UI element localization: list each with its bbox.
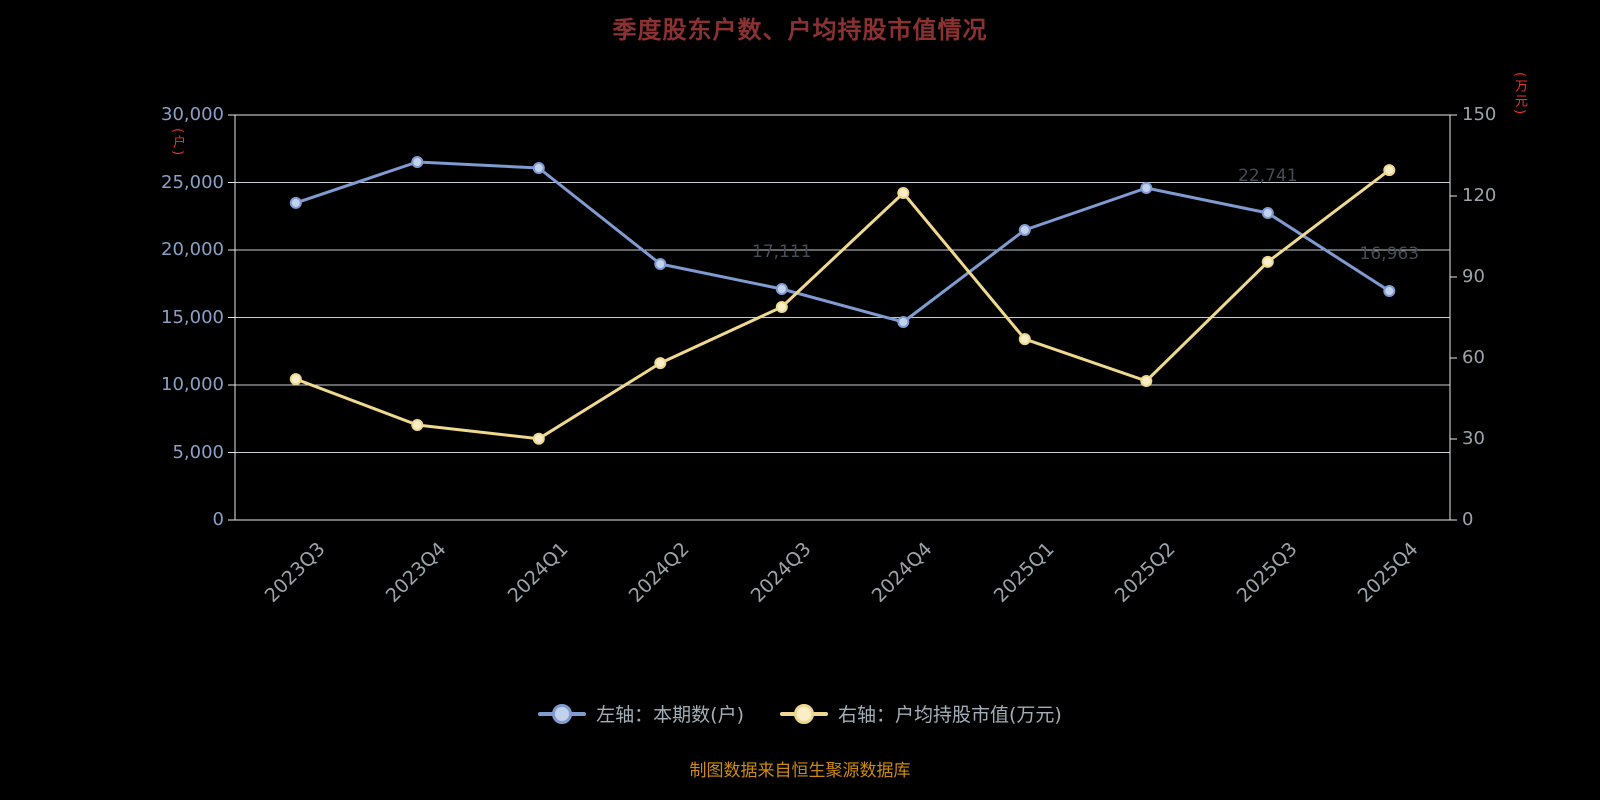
data-point — [1261, 207, 1274, 219]
data-point — [654, 258, 667, 270]
data-point — [897, 316, 910, 328]
legend-line-circle-icon — [780, 703, 828, 725]
data-point — [1140, 182, 1153, 194]
data-point — [775, 283, 788, 295]
point-label: 16,963 — [1360, 244, 1419, 264]
point-label: 17,111 — [752, 242, 811, 262]
legend-item-avg-holding-value[interactable]: 右轴：户均持股市值(万元) — [780, 700, 1062, 727]
data-point — [411, 419, 424, 431]
right-axis-tick-label: 0 — [1462, 509, 1474, 530]
data-point — [654, 357, 667, 370]
data-point — [289, 373, 302, 386]
legend-line-circle-icon — [538, 703, 587, 725]
left-axis-tick-label: 10,000 — [161, 374, 224, 395]
left-axis-tick-label: 0 — [212, 509, 224, 530]
data-point — [289, 196, 302, 209]
right-axis-tick-label: 60 — [1462, 347, 1485, 368]
data-source-note: 制图数据来自恒生聚源数据库 — [689, 761, 911, 781]
point-label: 22,741 — [1238, 166, 1297, 186]
right-axis-tick-label: 150 — [1462, 104, 1497, 125]
right-axis-tick-label: 120 — [1462, 185, 1497, 206]
legend-label: 左轴：本期数(户) — [596, 704, 744, 726]
data-point — [775, 301, 788, 313]
legend-item-shareholder-count[interactable]: 左轴：本期数(户) — [538, 700, 744, 727]
left-axis-tick-label: 25,000 — [161, 171, 224, 193]
data-point — [1383, 164, 1396, 177]
data-point — [897, 187, 910, 199]
left-axis-tick-label: 30,000 — [161, 104, 224, 125]
data-point — [532, 432, 545, 445]
chart-title: 季度股东户数、户均持股市值情况 — [612, 16, 988, 44]
left-axis-unit: (户) — [170, 128, 185, 158]
data-point — [1018, 333, 1031, 346]
legend-label: 右轴：户均持股市值(万元) — [838, 704, 1062, 726]
data-point — [1261, 255, 1274, 268]
series-line-0 — [294, 160, 1391, 324]
data-point — [1140, 375, 1153, 387]
right-axis-unit: (万元) — [1512, 72, 1527, 117]
right-axis-tick-label: 90 — [1462, 266, 1485, 287]
data-point — [411, 156, 424, 168]
right-axis-tick-label: 30 — [1462, 428, 1485, 449]
legend: 左轴：本期数(户) 右轴：户均持股市值(万元) — [0, 700, 1600, 727]
left-axis-tick-label: 5,000 — [172, 441, 224, 463]
data-point — [1018, 224, 1031, 236]
data-point — [1383, 285, 1396, 297]
left-axis-tick-label: 15,000 — [161, 306, 224, 328]
left-axis-tick-label: 20,000 — [161, 239, 224, 260]
data-point — [532, 162, 545, 174]
series-line-1 — [294, 168, 1391, 441]
